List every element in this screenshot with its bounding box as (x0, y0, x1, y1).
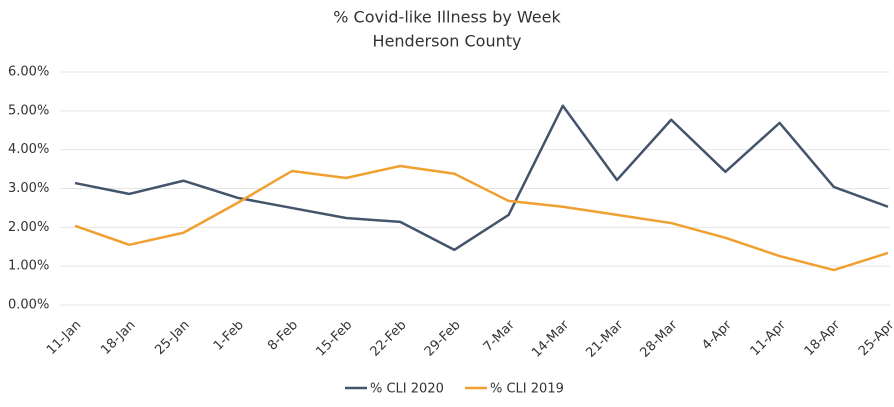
x-tick-label: 11-Jan (44, 318, 84, 358)
x-tick-label: 11-Apr (748, 317, 790, 359)
series-line (74, 104, 889, 252)
legend-label: % CLI 2020 (370, 382, 444, 397)
x-tick-label: 8-Feb (265, 318, 301, 354)
series-line (74, 164, 889, 272)
chart-subtitle: Henderson County (373, 32, 522, 51)
chart-title: % Covid-like Illness by Week (333, 8, 561, 27)
x-tick-label: 22-Feb (368, 318, 410, 360)
x-tick-label: 7-Mar (481, 317, 519, 355)
x-tick-label: 25-Jan (152, 318, 192, 358)
y-tick-label: 0.00% (8, 298, 49, 313)
y-tick-label: 4.00% (8, 142, 49, 157)
x-tick-label: 14-Mar (529, 317, 572, 360)
x-tick-label: 21-Mar (583, 317, 626, 360)
y-tick-label: 5.00% (8, 103, 49, 118)
x-tick-label: 15-Feb (313, 318, 355, 360)
x-tick-label: 1-Feb (211, 318, 247, 354)
legend-label: % CLI 2019 (490, 382, 564, 397)
y-tick-label: 2.00% (8, 220, 49, 235)
y-tick-label: 6.00% (8, 65, 49, 80)
x-tick-label: 4-Apr (699, 317, 735, 353)
y-tick-label: 3.00% (8, 181, 49, 196)
x-tick-label: 28-Mar (638, 317, 681, 360)
x-tick-label: 29-Feb (422, 318, 464, 360)
x-tick-label: 18-Jan (98, 318, 138, 358)
x-tick-label: 18-Apr (802, 317, 844, 359)
x-tick-label: 25-Apr (856, 317, 894, 359)
y-tick-label: 1.00% (8, 259, 49, 274)
